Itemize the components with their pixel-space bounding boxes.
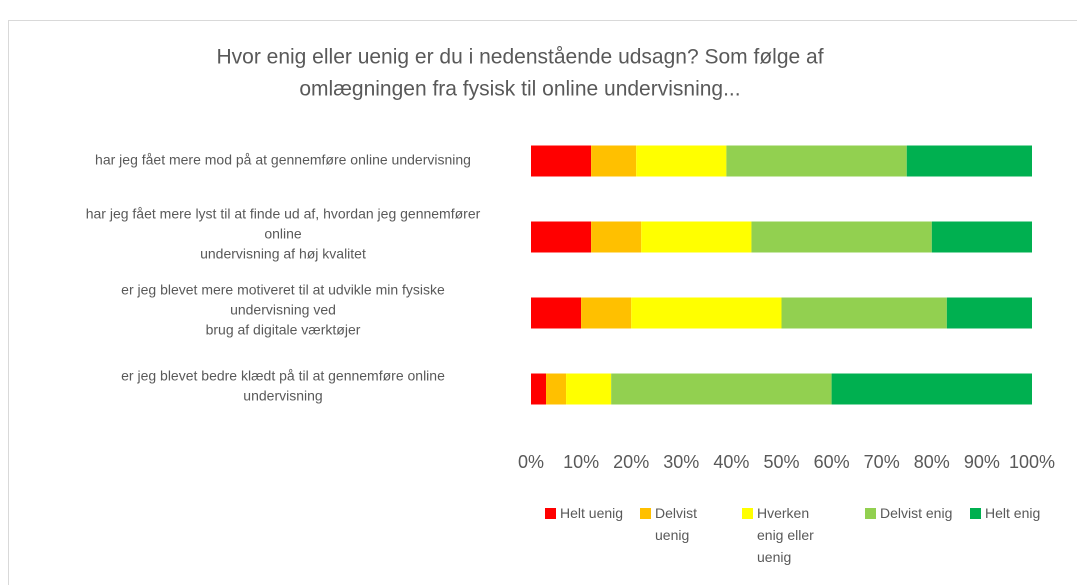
legend-item: Helt uenig <box>545 502 640 524</box>
bar-segment <box>531 145 592 177</box>
bar-segment <box>581 297 632 329</box>
x-tick-label: 30% <box>663 452 699 472</box>
category-label: undervisning <box>243 388 322 404</box>
bar-segment <box>726 145 907 177</box>
legend-label: Helt uenig <box>560 505 624 521</box>
legend-label: Delvist enig <box>880 505 953 521</box>
x-tick-label: 80% <box>914 452 950 472</box>
chart-border <box>8 20 1077 585</box>
legend-item: Delvist enig <box>865 502 960 524</box>
bar-segment <box>781 297 947 329</box>
x-tick-label: 100% <box>1009 452 1055 472</box>
bar-segment <box>636 145 727 177</box>
bar-segment <box>591 221 642 253</box>
bar-segment <box>531 373 547 405</box>
bar-segment <box>631 297 782 329</box>
legend-label: Helt enig <box>985 505 1041 521</box>
bar-segment <box>831 373 1032 405</box>
bar-segment <box>531 221 592 253</box>
bar-segment <box>931 221 1032 253</box>
legend-swatch <box>865 508 876 519</box>
bar-segment <box>566 373 612 405</box>
bar-segment <box>591 145 637 177</box>
legend-label: Hverken enig eller uenig <box>757 505 814 565</box>
category-label: undervisning af høj kvalitet <box>200 246 366 262</box>
legend-item: Hverken enig eller uenig <box>742 502 837 568</box>
x-tick-label: 40% <box>713 452 749 472</box>
chart-title: omlægningen fra fysisk til online underv… <box>299 78 740 101</box>
bar-segment <box>906 145 1032 177</box>
bar-segment <box>531 297 582 329</box>
legend-swatch <box>640 508 651 519</box>
legend-item: Delvist uenig <box>640 502 735 546</box>
legend-swatch <box>545 508 556 519</box>
category-label: er jeg blevet mere motiveret til at udvi… <box>121 282 445 298</box>
category-label: er jeg blevet bedre klædt på til at genn… <box>121 368 445 384</box>
bar-segment <box>611 373 832 405</box>
x-tick-label: 0% <box>518 452 544 472</box>
x-tick-label: 50% <box>763 452 799 472</box>
x-tick-label: 10% <box>563 452 599 472</box>
bar-segment <box>641 221 752 253</box>
x-tick-label: 90% <box>964 452 1000 472</box>
x-tick-label: 60% <box>814 452 850 472</box>
category-label: brug af digitale værktøjer <box>206 322 361 338</box>
category-label: har jeg fået mere mod på at gennemføre o… <box>95 152 471 168</box>
legend-item: Helt enig <box>970 502 1065 524</box>
legend-label: Delvist uenig <box>655 505 698 543</box>
category-label: online <box>264 226 302 242</box>
bar-segment <box>751 221 932 253</box>
legend-swatch <box>970 508 981 519</box>
category-label: undervisning ved <box>230 302 336 318</box>
chart-title: Hvor enig eller uenig er du i nedenståen… <box>216 46 823 69</box>
category-label: har jeg fået mere lyst til at finde ud a… <box>86 206 481 222</box>
x-tick-label: 20% <box>613 452 649 472</box>
bar-segment <box>946 297 1032 329</box>
x-tick-label: 70% <box>864 452 900 472</box>
bar-segment <box>546 373 567 405</box>
legend-swatch <box>742 508 753 519</box>
